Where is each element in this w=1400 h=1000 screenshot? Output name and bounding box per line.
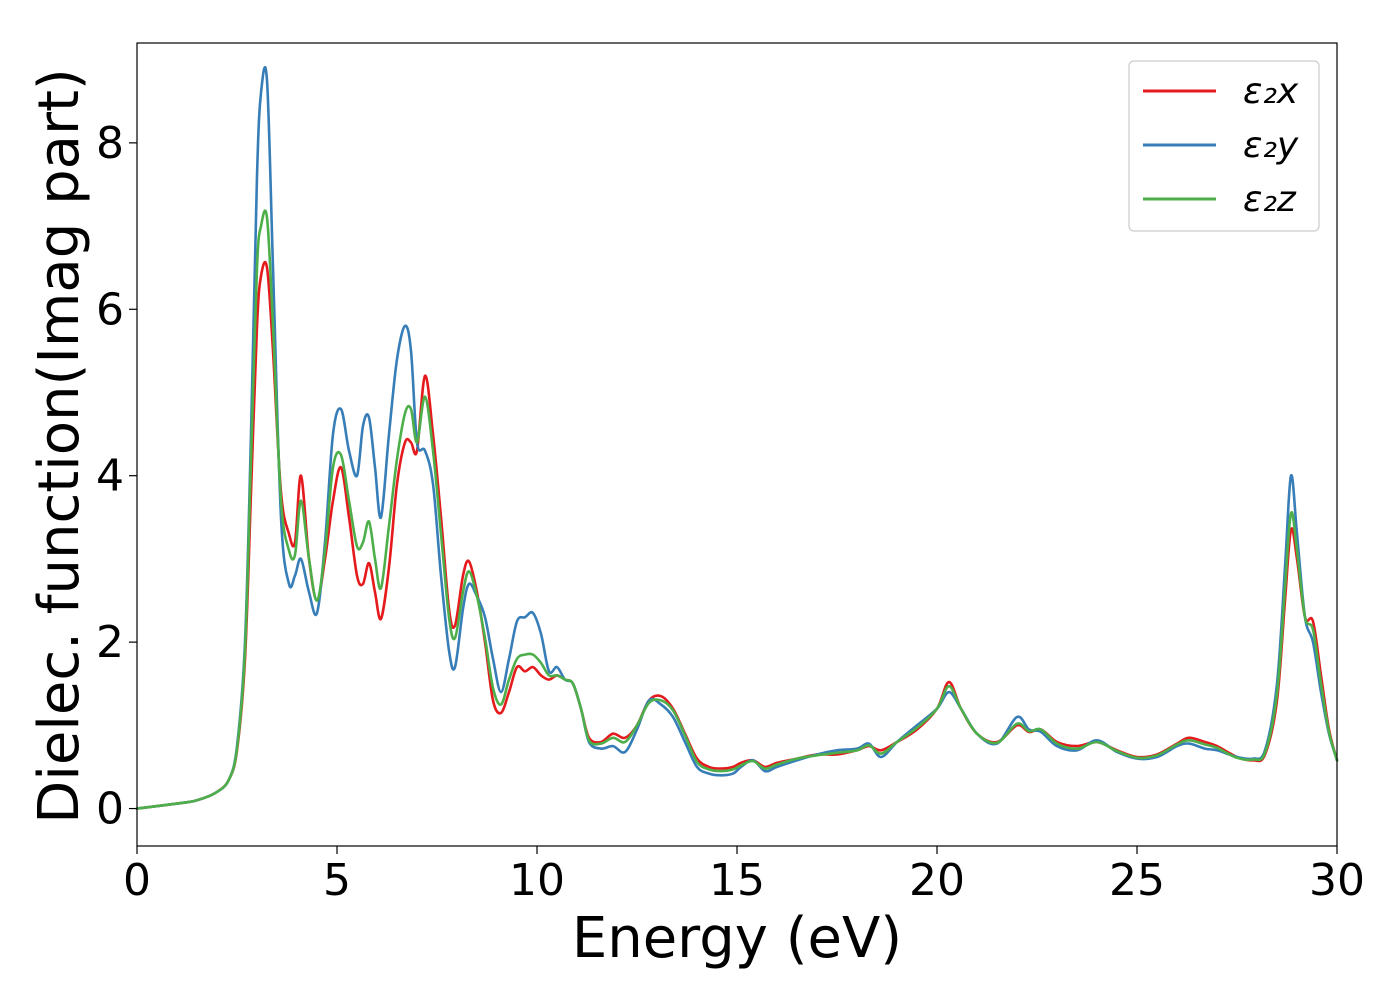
legend-label-1: ε₂x — [1243, 71, 1299, 112]
x-tick-label: 25 — [1109, 855, 1165, 906]
x-tick-label: 15 — [709, 855, 765, 906]
x-axis-label: Energy (eV) — [572, 906, 902, 971]
y-tick-label: 6 — [96, 284, 124, 335]
legend: ε₂x ε₂y ε₂z — [1128, 60, 1320, 232]
y-tick-label: 4 — [96, 451, 124, 502]
legend-label-2: ε₂y — [1243, 125, 1299, 166]
x-tick-label: 0 — [123, 855, 151, 906]
y-axis-label: Dielec. function(Imag part) — [27, 68, 92, 824]
axis-ticks: 0 5 10 15 20 25 30 0 2 4 6 8 — [96, 118, 1365, 906]
plot-lines — [135, 65, 1339, 810]
legend-box — [1128, 60, 1320, 232]
legend-label-3: ε₂z — [1243, 179, 1297, 220]
y-tick-label: 8 — [96, 118, 124, 169]
series-line-3 — [135, 209, 1339, 810]
y-tick-label: 0 — [96, 784, 124, 835]
x-tick-label: 5 — [323, 855, 351, 906]
x-tick-label: 10 — [509, 855, 565, 906]
y-tick-label: 2 — [96, 617, 124, 668]
x-tick-label: 20 — [909, 855, 965, 906]
x-tick-label: 30 — [1309, 855, 1365, 906]
